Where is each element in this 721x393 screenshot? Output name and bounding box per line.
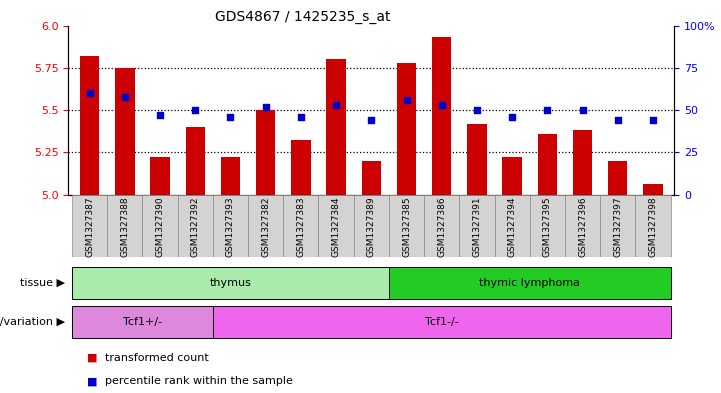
Bar <box>538 134 557 195</box>
Bar <box>503 157 522 195</box>
Text: GSM1327384: GSM1327384 <box>332 196 340 257</box>
Text: GSM1327396: GSM1327396 <box>578 196 587 257</box>
Text: transformed count: transformed count <box>105 353 208 363</box>
Text: GSM1327385: GSM1327385 <box>402 196 411 257</box>
Point <box>295 114 306 120</box>
Bar <box>354 195 389 257</box>
Text: GDS4867 / 1425235_s_at: GDS4867 / 1425235_s_at <box>215 10 391 24</box>
Bar <box>283 195 319 257</box>
Text: GSM1327383: GSM1327383 <box>296 196 306 257</box>
Point <box>612 117 624 123</box>
Point <box>84 90 95 96</box>
Bar <box>643 184 663 195</box>
Point <box>647 117 659 123</box>
Text: GSM1327397: GSM1327397 <box>614 196 622 257</box>
Point <box>190 107 201 113</box>
Bar <box>213 195 248 257</box>
Text: GSM1327398: GSM1327398 <box>648 196 658 257</box>
Text: GSM1327393: GSM1327393 <box>226 196 235 257</box>
Bar <box>213 307 671 338</box>
Bar <box>530 195 565 257</box>
Bar <box>248 195 283 257</box>
Bar <box>424 195 459 257</box>
Point <box>577 107 588 113</box>
Text: tissue ▶: tissue ▶ <box>20 278 65 288</box>
Bar <box>256 110 275 195</box>
Bar <box>608 161 627 195</box>
Bar <box>432 37 451 195</box>
Point <box>225 114 236 120</box>
Text: genotype/variation ▶: genotype/variation ▶ <box>0 317 65 327</box>
Bar <box>467 123 487 195</box>
Bar <box>319 195 354 257</box>
Bar <box>389 195 424 257</box>
Text: ■: ■ <box>87 353 97 363</box>
Text: GSM1327394: GSM1327394 <box>508 196 517 257</box>
Text: GSM1327388: GSM1327388 <box>120 196 129 257</box>
Bar <box>143 195 177 257</box>
Bar <box>327 59 346 195</box>
Point <box>366 117 377 123</box>
Bar <box>600 195 635 257</box>
Text: GSM1327386: GSM1327386 <box>437 196 446 257</box>
Point <box>401 97 412 103</box>
Point <box>154 112 166 118</box>
Point <box>330 102 342 108</box>
Bar <box>107 195 143 257</box>
Bar <box>495 195 530 257</box>
Text: ■: ■ <box>87 376 97 386</box>
Bar <box>459 195 495 257</box>
Point <box>506 114 518 120</box>
Point <box>472 107 483 113</box>
Text: GSM1327391: GSM1327391 <box>472 196 482 257</box>
Point <box>436 102 448 108</box>
Text: percentile rank within the sample: percentile rank within the sample <box>105 376 293 386</box>
Text: GSM1327382: GSM1327382 <box>261 196 270 257</box>
Bar <box>221 157 240 195</box>
Text: thymus: thymus <box>210 278 252 288</box>
Text: thymic lymphoma: thymic lymphoma <box>479 278 580 288</box>
Text: GSM1327387: GSM1327387 <box>85 196 94 257</box>
Text: GSM1327392: GSM1327392 <box>191 196 200 257</box>
Bar <box>177 195 213 257</box>
Bar <box>397 63 416 195</box>
Bar <box>151 157 169 195</box>
Bar <box>291 140 311 195</box>
Bar <box>72 307 213 338</box>
Point <box>541 107 553 113</box>
Bar <box>80 56 99 195</box>
Bar <box>115 68 135 195</box>
Bar <box>362 161 381 195</box>
Bar <box>565 195 600 257</box>
Text: GSM1327395: GSM1327395 <box>543 196 552 257</box>
Bar <box>635 195 671 257</box>
Bar <box>72 267 389 299</box>
Point <box>260 103 271 110</box>
Bar <box>72 195 107 257</box>
Text: GSM1327390: GSM1327390 <box>156 196 164 257</box>
Text: Tcf1+/-: Tcf1+/- <box>123 317 162 327</box>
Point <box>119 94 131 100</box>
Bar <box>185 127 205 195</box>
Text: Tcf1-/-: Tcf1-/- <box>425 317 459 327</box>
Bar <box>573 130 592 195</box>
Text: GSM1327389: GSM1327389 <box>367 196 376 257</box>
Bar <box>389 267 671 299</box>
